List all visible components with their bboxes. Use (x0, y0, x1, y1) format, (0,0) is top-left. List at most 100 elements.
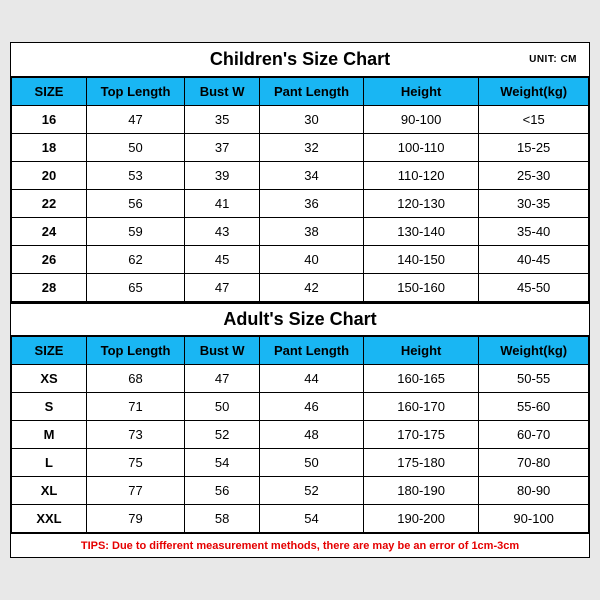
tips-text: TIPS: Due to different measurement metho… (11, 533, 589, 557)
adult-header-row: SIZE Top Length Bust W Pant Length Heigh… (12, 337, 589, 365)
table-cell: XL (12, 477, 87, 505)
table-cell: 160-170 (363, 393, 478, 421)
table-cell: 45 (185, 246, 260, 274)
table-cell: 175-180 (363, 449, 478, 477)
table-cell: 43 (185, 218, 260, 246)
table-cell: 45-50 (479, 274, 589, 302)
table-cell: 25-30 (479, 162, 589, 190)
table-cell: 15-25 (479, 134, 589, 162)
table-cell: 47 (87, 106, 185, 134)
table-cell: 26 (12, 246, 87, 274)
table-cell: M (12, 421, 87, 449)
size-chart-container: Children's Size Chart UNIT: CM SIZE Top … (10, 42, 590, 558)
table-cell: 130-140 (363, 218, 478, 246)
table-cell: 58 (185, 505, 260, 533)
table-row: 24594338130-14035-40 (12, 218, 589, 246)
table-cell: 28 (12, 274, 87, 302)
col-header: Height (363, 78, 478, 106)
table-cell: 38 (260, 218, 364, 246)
table-cell: 190-200 (363, 505, 478, 533)
table-cell: 90-100 (479, 505, 589, 533)
col-header: Top Length (87, 78, 185, 106)
table-row: S715046160-17055-60 (12, 393, 589, 421)
table-cell: 110-120 (363, 162, 478, 190)
col-header: Pant Length (260, 337, 364, 365)
table-cell: 50 (185, 393, 260, 421)
col-header: Pant Length (260, 78, 364, 106)
table-cell: 120-130 (363, 190, 478, 218)
table-cell: 170-175 (363, 421, 478, 449)
table-row: 18503732100-11015-25 (12, 134, 589, 162)
table-cell: XXL (12, 505, 87, 533)
table-cell: 68 (87, 365, 185, 393)
table-cell: 30-35 (479, 190, 589, 218)
table-row: XXL795854190-20090-100 (12, 505, 589, 533)
table-cell: 75 (87, 449, 185, 477)
table-cell: 40 (260, 246, 364, 274)
table-cell: 30 (260, 106, 364, 134)
table-cell: 54 (185, 449, 260, 477)
table-cell: 34 (260, 162, 364, 190)
table-cell: 55-60 (479, 393, 589, 421)
table-row: 20533934110-12025-30 (12, 162, 589, 190)
table-cell: 73 (87, 421, 185, 449)
table-cell: 52 (260, 477, 364, 505)
table-cell: 71 (87, 393, 185, 421)
table-cell: L (12, 449, 87, 477)
children-header-row: SIZE Top Length Bust W Pant Length Heigh… (12, 78, 589, 106)
table-cell: 50 (87, 134, 185, 162)
table-cell: 35-40 (479, 218, 589, 246)
table-cell: 54 (260, 505, 364, 533)
table-cell: 140-150 (363, 246, 478, 274)
table-cell: 24 (12, 218, 87, 246)
adult-title: Adult's Size Chart (223, 309, 376, 330)
table-cell: 44 (260, 365, 364, 393)
table-cell: 70-80 (479, 449, 589, 477)
table-row: 26624540140-15040-45 (12, 246, 589, 274)
table-cell: 48 (260, 421, 364, 449)
table-cell: 41 (185, 190, 260, 218)
table-cell: 32 (260, 134, 364, 162)
col-header: Bust W (185, 337, 260, 365)
table-cell: 53 (87, 162, 185, 190)
table-row: XL775652180-19080-90 (12, 477, 589, 505)
table-row: 1647353090-100<15 (12, 106, 589, 134)
table-row: 28654742150-16045-50 (12, 274, 589, 302)
table-cell: 50-55 (479, 365, 589, 393)
col-header: Weight(kg) (479, 337, 589, 365)
col-header: SIZE (12, 337, 87, 365)
table-cell: 47 (185, 365, 260, 393)
table-cell: 35 (185, 106, 260, 134)
table-cell: 18 (12, 134, 87, 162)
table-row: 22564136120-13030-35 (12, 190, 589, 218)
col-header: Weight(kg) (479, 78, 589, 106)
table-cell: 60-70 (479, 421, 589, 449)
table-cell: 80-90 (479, 477, 589, 505)
children-table: SIZE Top Length Bust W Pant Length Heigh… (11, 77, 589, 302)
col-header: Top Length (87, 337, 185, 365)
table-cell: 36 (260, 190, 364, 218)
table-cell: 20 (12, 162, 87, 190)
table-cell: XS (12, 365, 87, 393)
table-cell: 59 (87, 218, 185, 246)
table-cell: 42 (260, 274, 364, 302)
adult-title-row: Adult's Size Chart (11, 302, 589, 336)
table-row: XS684744160-16550-55 (12, 365, 589, 393)
table-cell: 180-190 (363, 477, 478, 505)
table-cell: 50 (260, 449, 364, 477)
table-cell: 56 (87, 190, 185, 218)
adult-table: SIZE Top Length Bust W Pant Length Heigh… (11, 336, 589, 533)
table-cell: 40-45 (479, 246, 589, 274)
table-cell: 47 (185, 274, 260, 302)
table-cell: 37 (185, 134, 260, 162)
table-cell: S (12, 393, 87, 421)
col-header: Bust W (185, 78, 260, 106)
table-cell: 62 (87, 246, 185, 274)
table-cell: 22 (12, 190, 87, 218)
table-cell: 79 (87, 505, 185, 533)
unit-label: UNIT: CM (529, 54, 577, 65)
table-cell: 77 (87, 477, 185, 505)
children-title: Children's Size Chart (210, 49, 390, 70)
table-row: L755450175-18070-80 (12, 449, 589, 477)
table-cell: 90-100 (363, 106, 478, 134)
